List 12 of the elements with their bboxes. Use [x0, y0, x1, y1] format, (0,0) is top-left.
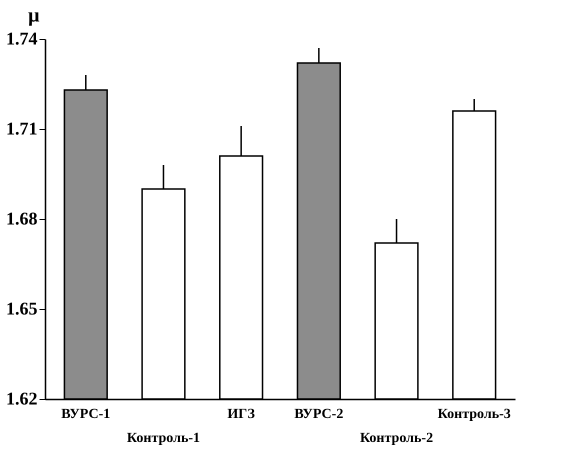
x-tick-label: ВУРС-2 — [294, 407, 344, 422]
y-tick-label: 1.74 — [6, 28, 38, 48]
x-tick-label: Контроль-1 — [126, 431, 200, 446]
y-tick-label: 1.65 — [6, 298, 38, 318]
x-tick-label: ВУРС-1 — [61, 407, 110, 422]
x-tick-label: Контроль-3 — [438, 407, 511, 422]
y-tick-label: 1.62 — [6, 388, 38, 408]
x-tick-label: Контроль-2 — [360, 431, 434, 446]
y-axis-title: μ — [28, 4, 40, 26]
y-tick-label: 1.71 — [6, 118, 38, 138]
y-tick-label: 1.68 — [6, 208, 38, 228]
x-tick-label: ИГЗ — [227, 407, 255, 422]
